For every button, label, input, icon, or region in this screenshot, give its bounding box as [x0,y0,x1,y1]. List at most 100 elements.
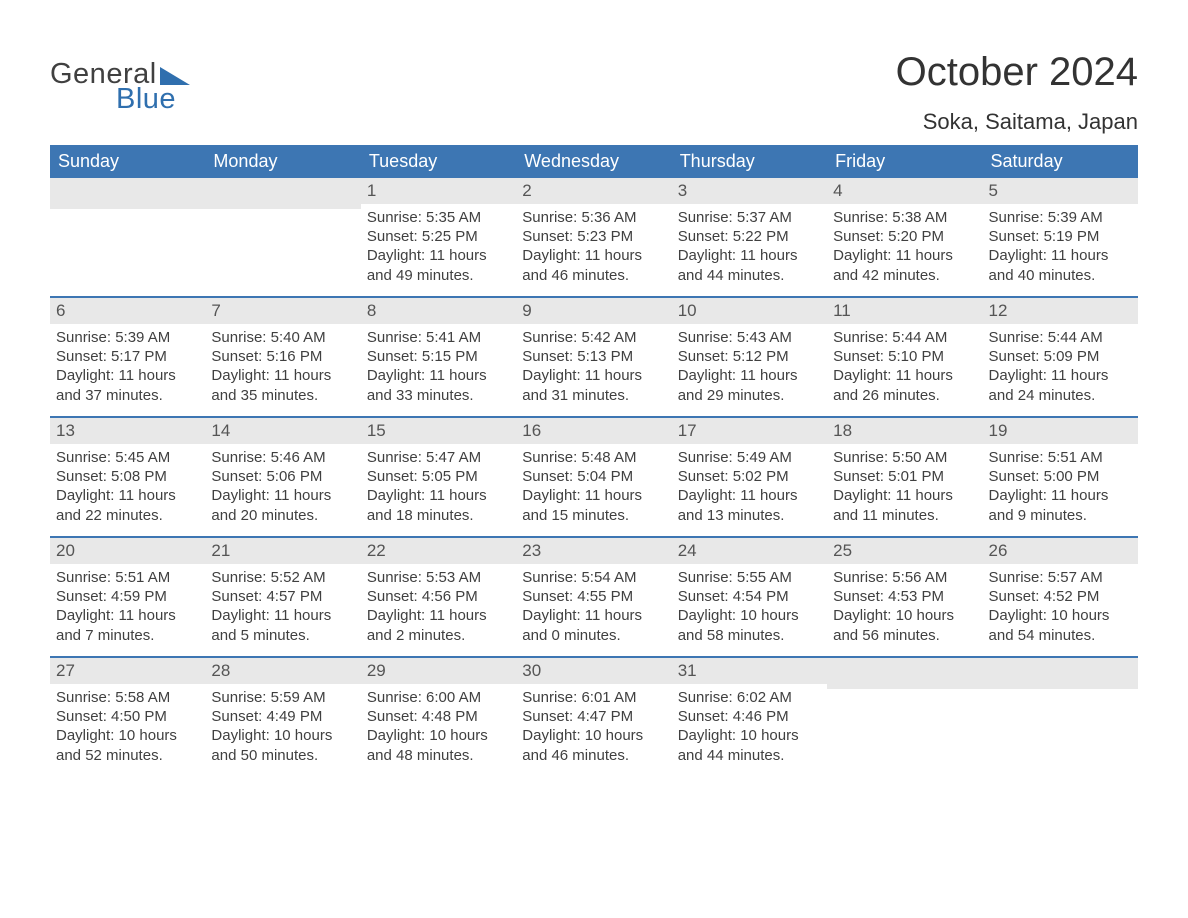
day-day1: Daylight: 11 hours [522,246,665,265]
day-body: Sunrise: 5:49 AMSunset: 5:02 PMDaylight:… [672,444,827,529]
day-sunset: Sunset: 5:02 PM [678,467,821,486]
day-number: 14 [205,418,360,444]
weekday-header: Sunday [50,145,205,178]
day-body: Sunrise: 5:51 AMSunset: 4:59 PMDaylight:… [50,564,205,649]
day-sunset: Sunset: 5:05 PM [367,467,510,486]
day-day2: and 5 minutes. [211,626,354,645]
day-sunset: Sunset: 5:19 PM [989,227,1132,246]
day-day1: Daylight: 11 hours [522,486,665,505]
day-sunrise: Sunrise: 5:44 AM [989,328,1132,347]
day-day1: Daylight: 11 hours [56,366,199,385]
day-sunset: Sunset: 5:20 PM [833,227,976,246]
calendar-day: 18Sunrise: 5:50 AMSunset: 5:01 PMDayligh… [827,418,982,536]
calendar-day: 19Sunrise: 5:51 AMSunset: 5:00 PMDayligh… [983,418,1138,536]
day-day1: Daylight: 11 hours [989,366,1132,385]
calendar-week: 13Sunrise: 5:45 AMSunset: 5:08 PMDayligh… [50,416,1138,536]
logo: General Blue [50,58,190,116]
day-body: Sunrise: 5:44 AMSunset: 5:10 PMDaylight:… [827,324,982,409]
day-day1: Daylight: 10 hours [678,606,821,625]
day-sunrise: Sunrise: 5:35 AM [367,208,510,227]
day-body: Sunrise: 5:58 AMSunset: 4:50 PMDaylight:… [50,684,205,769]
calendar-day: 27Sunrise: 5:58 AMSunset: 4:50 PMDayligh… [50,658,205,776]
day-day2: and 50 minutes. [211,746,354,765]
day-day1: Daylight: 10 hours [678,726,821,745]
calendar-day: 3Sunrise: 5:37 AMSunset: 5:22 PMDaylight… [672,178,827,296]
day-number: 22 [361,538,516,564]
day-day2: and 52 minutes. [56,746,199,765]
weeks-container: 1Sunrise: 5:35 AMSunset: 5:25 PMDaylight… [50,178,1138,776]
calendar: Sunday Monday Tuesday Wednesday Thursday… [50,145,1138,776]
calendar-day: 22Sunrise: 5:53 AMSunset: 4:56 PMDayligh… [361,538,516,656]
day-body: Sunrise: 5:59 AMSunset: 4:49 PMDaylight:… [205,684,360,769]
day-sunrise: Sunrise: 5:47 AM [367,448,510,467]
calendar-day: 5Sunrise: 5:39 AMSunset: 5:19 PMDaylight… [983,178,1138,296]
month-title: October 2024 [896,50,1138,95]
day-body: Sunrise: 5:56 AMSunset: 4:53 PMDaylight:… [827,564,982,649]
calendar-week: 27Sunrise: 5:58 AMSunset: 4:50 PMDayligh… [50,656,1138,776]
day-day1: Daylight: 11 hours [678,486,821,505]
day-day2: and 15 minutes. [522,506,665,525]
day-body: Sunrise: 6:01 AMSunset: 4:47 PMDaylight:… [516,684,671,769]
day-number: 6 [50,298,205,324]
day-body: Sunrise: 5:38 AMSunset: 5:20 PMDaylight:… [827,204,982,289]
calendar-day: 1Sunrise: 5:35 AMSunset: 5:25 PMDaylight… [361,178,516,296]
day-sunrise: Sunrise: 5:56 AM [833,568,976,587]
day-number: 28 [205,658,360,684]
day-number: 26 [983,538,1138,564]
day-body: Sunrise: 5:51 AMSunset: 5:00 PMDaylight:… [983,444,1138,529]
day-sunset: Sunset: 5:25 PM [367,227,510,246]
day-sunrise: Sunrise: 5:58 AM [56,688,199,707]
day-body: Sunrise: 5:48 AMSunset: 5:04 PMDaylight:… [516,444,671,529]
day-body: Sunrise: 5:46 AMSunset: 5:06 PMDaylight:… [205,444,360,529]
day-sunrise: Sunrise: 5:37 AM [678,208,821,227]
day-day1: Daylight: 11 hours [833,246,976,265]
day-day1: Daylight: 11 hours [989,246,1132,265]
day-number: 20 [50,538,205,564]
day-number: 12 [983,298,1138,324]
day-sunset: Sunset: 4:57 PM [211,587,354,606]
day-day2: and 49 minutes. [367,266,510,285]
day-sunrise: Sunrise: 5:45 AM [56,448,199,467]
calendar-day: 24Sunrise: 5:55 AMSunset: 4:54 PMDayligh… [672,538,827,656]
day-sunrise: Sunrise: 5:39 AM [56,328,199,347]
calendar-day [983,658,1138,776]
day-day1: Daylight: 11 hours [56,606,199,625]
day-day2: and 58 minutes. [678,626,821,645]
calendar-day [827,658,982,776]
day-day2: and 13 minutes. [678,506,821,525]
day-body: Sunrise: 5:47 AMSunset: 5:05 PMDaylight:… [361,444,516,529]
weekday-header: Monday [205,145,360,178]
weekday-header: Friday [827,145,982,178]
day-number: 18 [827,418,982,444]
day-number: 24 [672,538,827,564]
day-sunrise: Sunrise: 5:50 AM [833,448,976,467]
day-body: Sunrise: 5:40 AMSunset: 5:16 PMDaylight:… [205,324,360,409]
day-day2: and 22 minutes. [56,506,199,525]
day-body: Sunrise: 6:00 AMSunset: 4:48 PMDaylight:… [361,684,516,769]
day-sunrise: Sunrise: 5:42 AM [522,328,665,347]
day-day1: Daylight: 11 hours [56,486,199,505]
day-day1: Daylight: 10 hours [211,726,354,745]
day-day1: Daylight: 11 hours [367,246,510,265]
day-sunset: Sunset: 4:52 PM [989,587,1132,606]
calendar-week: 1Sunrise: 5:35 AMSunset: 5:25 PMDaylight… [50,178,1138,296]
day-body: Sunrise: 5:42 AMSunset: 5:13 PMDaylight:… [516,324,671,409]
calendar-day [50,178,205,296]
calendar-page: General Blue October 2024 Soka, Saitama,… [0,0,1188,816]
day-day1: Daylight: 11 hours [989,486,1132,505]
day-body: Sunrise: 5:54 AMSunset: 4:55 PMDaylight:… [516,564,671,649]
day-day1: Daylight: 11 hours [211,606,354,625]
day-day2: and 0 minutes. [522,626,665,645]
day-day1: Daylight: 11 hours [211,366,354,385]
calendar-day: 15Sunrise: 5:47 AMSunset: 5:05 PMDayligh… [361,418,516,536]
day-sunrise: Sunrise: 5:38 AM [833,208,976,227]
day-sunset: Sunset: 5:01 PM [833,467,976,486]
day-day1: Daylight: 10 hours [833,606,976,625]
day-day1: Daylight: 11 hours [833,366,976,385]
day-number: 17 [672,418,827,444]
day-number: 27 [50,658,205,684]
weekday-header-row: Sunday Monday Tuesday Wednesday Thursday… [50,145,1138,178]
calendar-day: 7Sunrise: 5:40 AMSunset: 5:16 PMDaylight… [205,298,360,416]
day-sunset: Sunset: 5:17 PM [56,347,199,366]
day-number: 15 [361,418,516,444]
